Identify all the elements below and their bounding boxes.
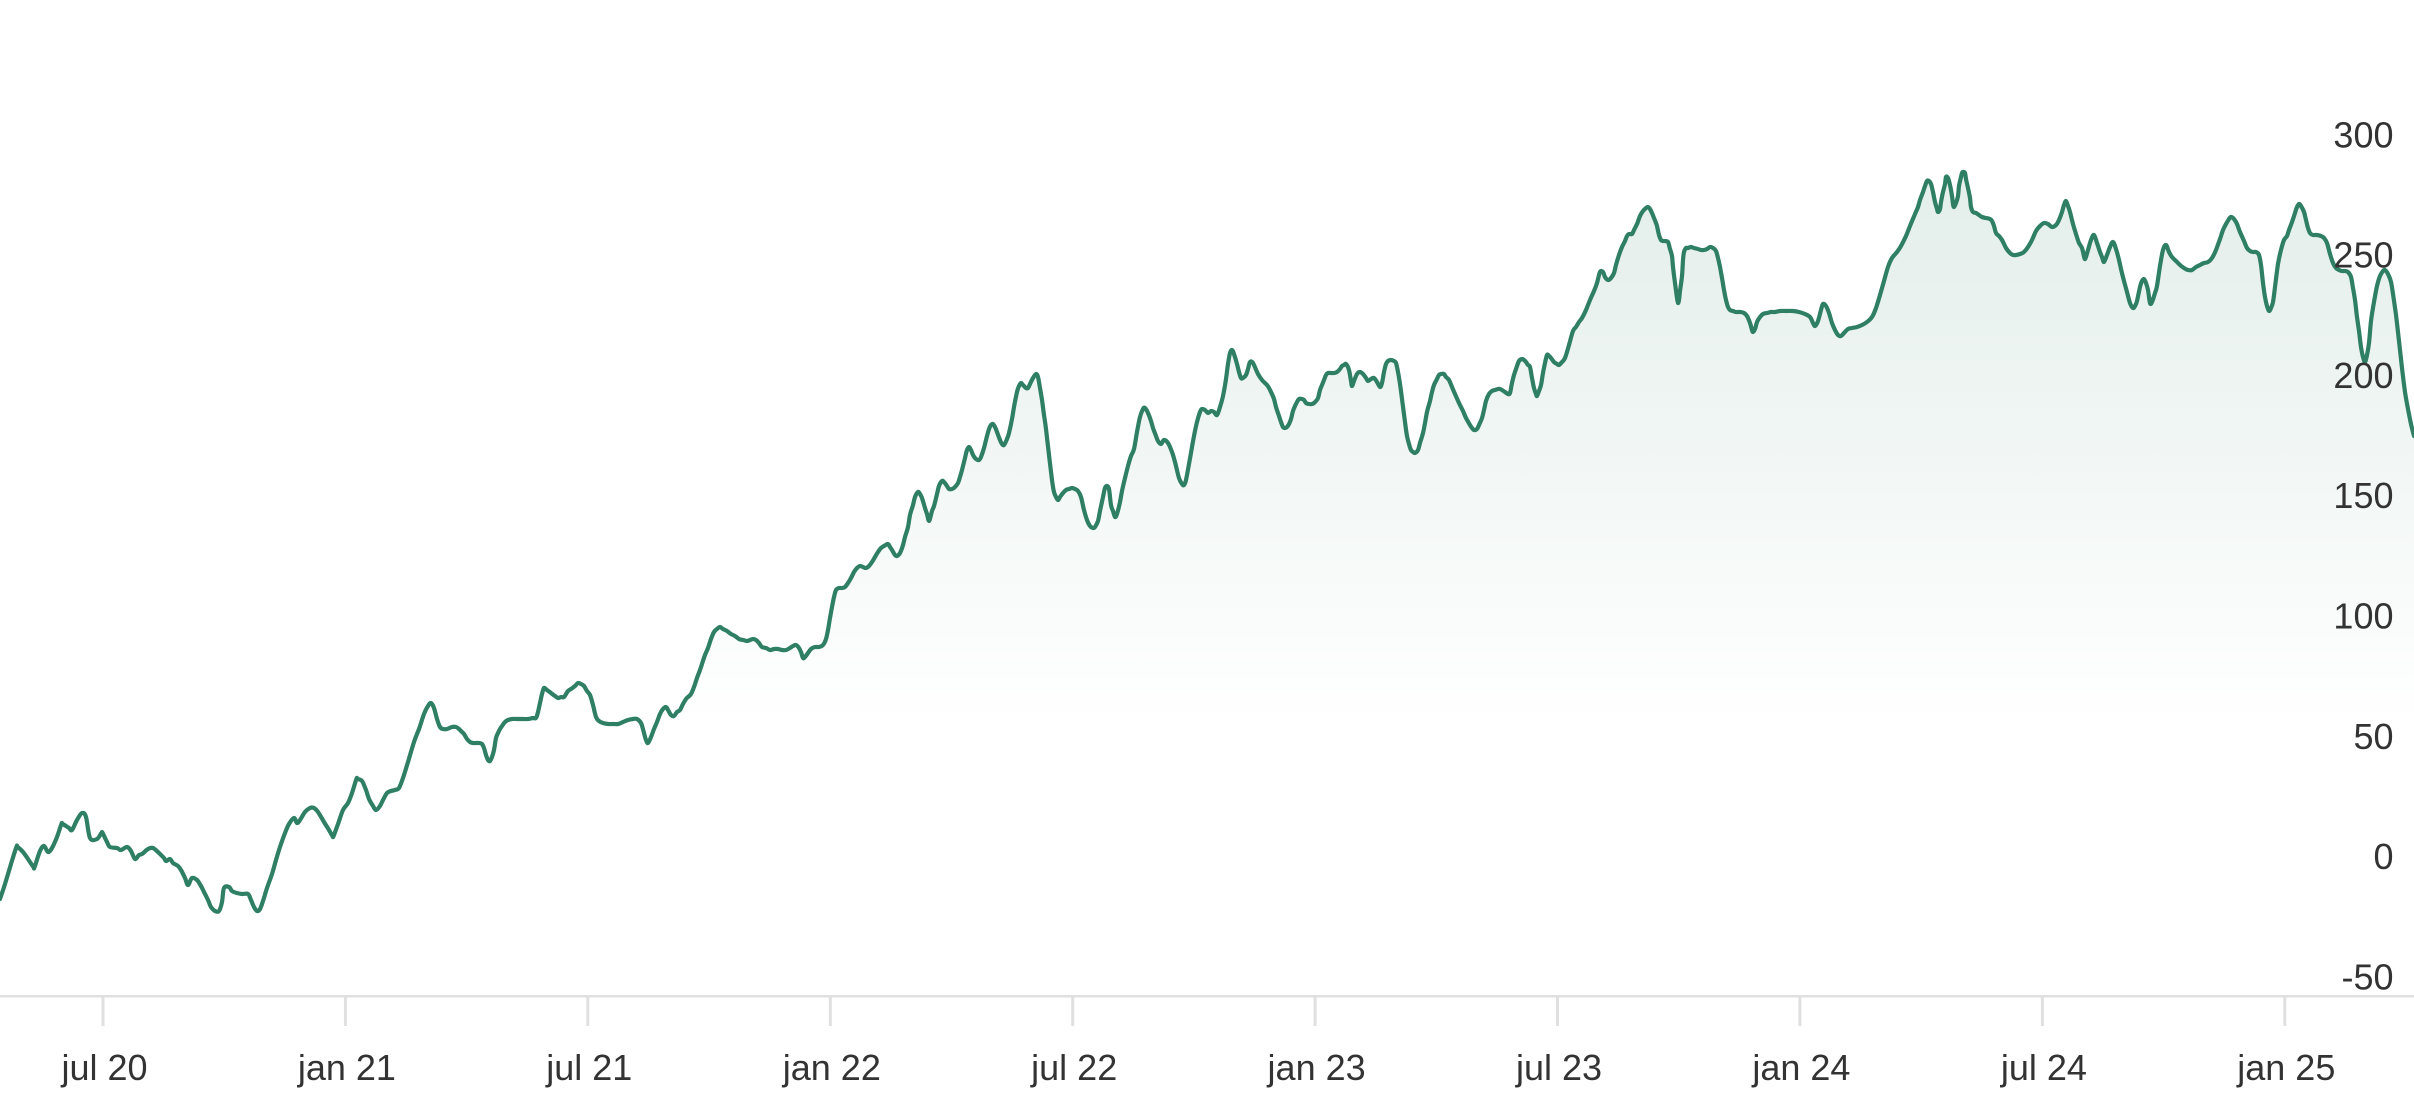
svg-text:jan 23: jan 23 (1267, 1047, 1366, 1088)
svg-text:jul 21: jul 21 (545, 1047, 632, 1088)
svg-text:jul 23: jul 23 (1515, 1047, 1602, 1088)
svg-text:jul 24: jul 24 (2000, 1047, 2087, 1088)
svg-text:jul 22: jul 22 (1030, 1047, 1117, 1088)
svg-text:0: 0 (2373, 836, 2393, 877)
svg-text:jan 24: jan 24 (1751, 1047, 1850, 1088)
svg-text:jan 21: jan 21 (297, 1047, 396, 1088)
svg-text:jan 25: jan 25 (2236, 1047, 2335, 1088)
svg-text:200: 200 (2333, 355, 2393, 396)
svg-text:300: 300 (2333, 114, 2393, 155)
svg-text:jul 20: jul 20 (60, 1047, 147, 1088)
svg-text:100: 100 (2333, 596, 2393, 637)
svg-text:150: 150 (2333, 475, 2393, 516)
svg-text:jan 22: jan 22 (782, 1047, 881, 1088)
svg-text:-50: -50 (2341, 956, 2393, 997)
svg-text:250: 250 (2333, 235, 2393, 276)
svg-text:50: 50 (2353, 716, 2393, 757)
